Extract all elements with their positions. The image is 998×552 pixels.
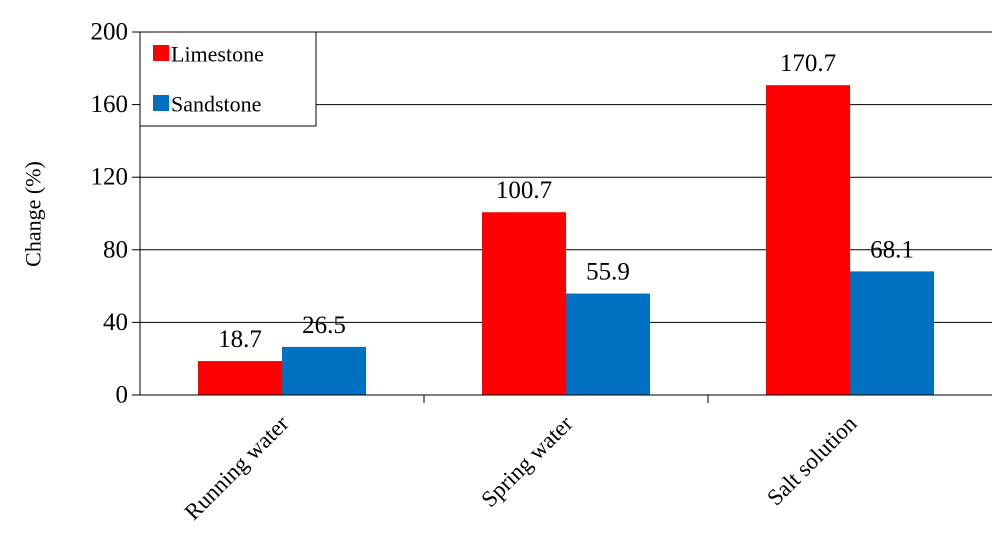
- data-label: 68.1: [870, 236, 914, 263]
- bar: [566, 293, 650, 395]
- bar: [482, 212, 566, 395]
- data-label: 170.7: [780, 50, 836, 77]
- legend-label: Sandstone: [171, 92, 261, 117]
- bars: [198, 85, 934, 395]
- data-label: 55.9: [586, 259, 630, 286]
- legend-swatch: [153, 95, 169, 111]
- data-label: 18.7: [218, 326, 262, 353]
- y-tick-label: 80: [103, 236, 128, 263]
- y-tick-label: 160: [91, 91, 129, 118]
- y-tick-label: 40: [103, 309, 128, 336]
- y-tick-label: 120: [91, 164, 129, 191]
- data-label: 26.5: [302, 312, 346, 339]
- bar: [766, 85, 850, 395]
- legend-box: [139, 31, 317, 127]
- category-label: Salt solution: [762, 411, 862, 511]
- category-label: Running water: [180, 411, 294, 525]
- data-label: 100.7: [496, 177, 552, 204]
- legend: Limestone Sandstone: [139, 31, 317, 127]
- y-tick-label: 200: [91, 19, 129, 46]
- y-tick-label: 0: [116, 382, 129, 409]
- bar: [282, 346, 366, 395]
- category-label: Spring water: [476, 411, 577, 512]
- legend-swatch: [153, 45, 169, 61]
- bar: [198, 361, 282, 395]
- y-axis-title: Change (%): [21, 161, 46, 267]
- bar: [850, 271, 934, 395]
- legend-label: Limestone: [171, 42, 264, 67]
